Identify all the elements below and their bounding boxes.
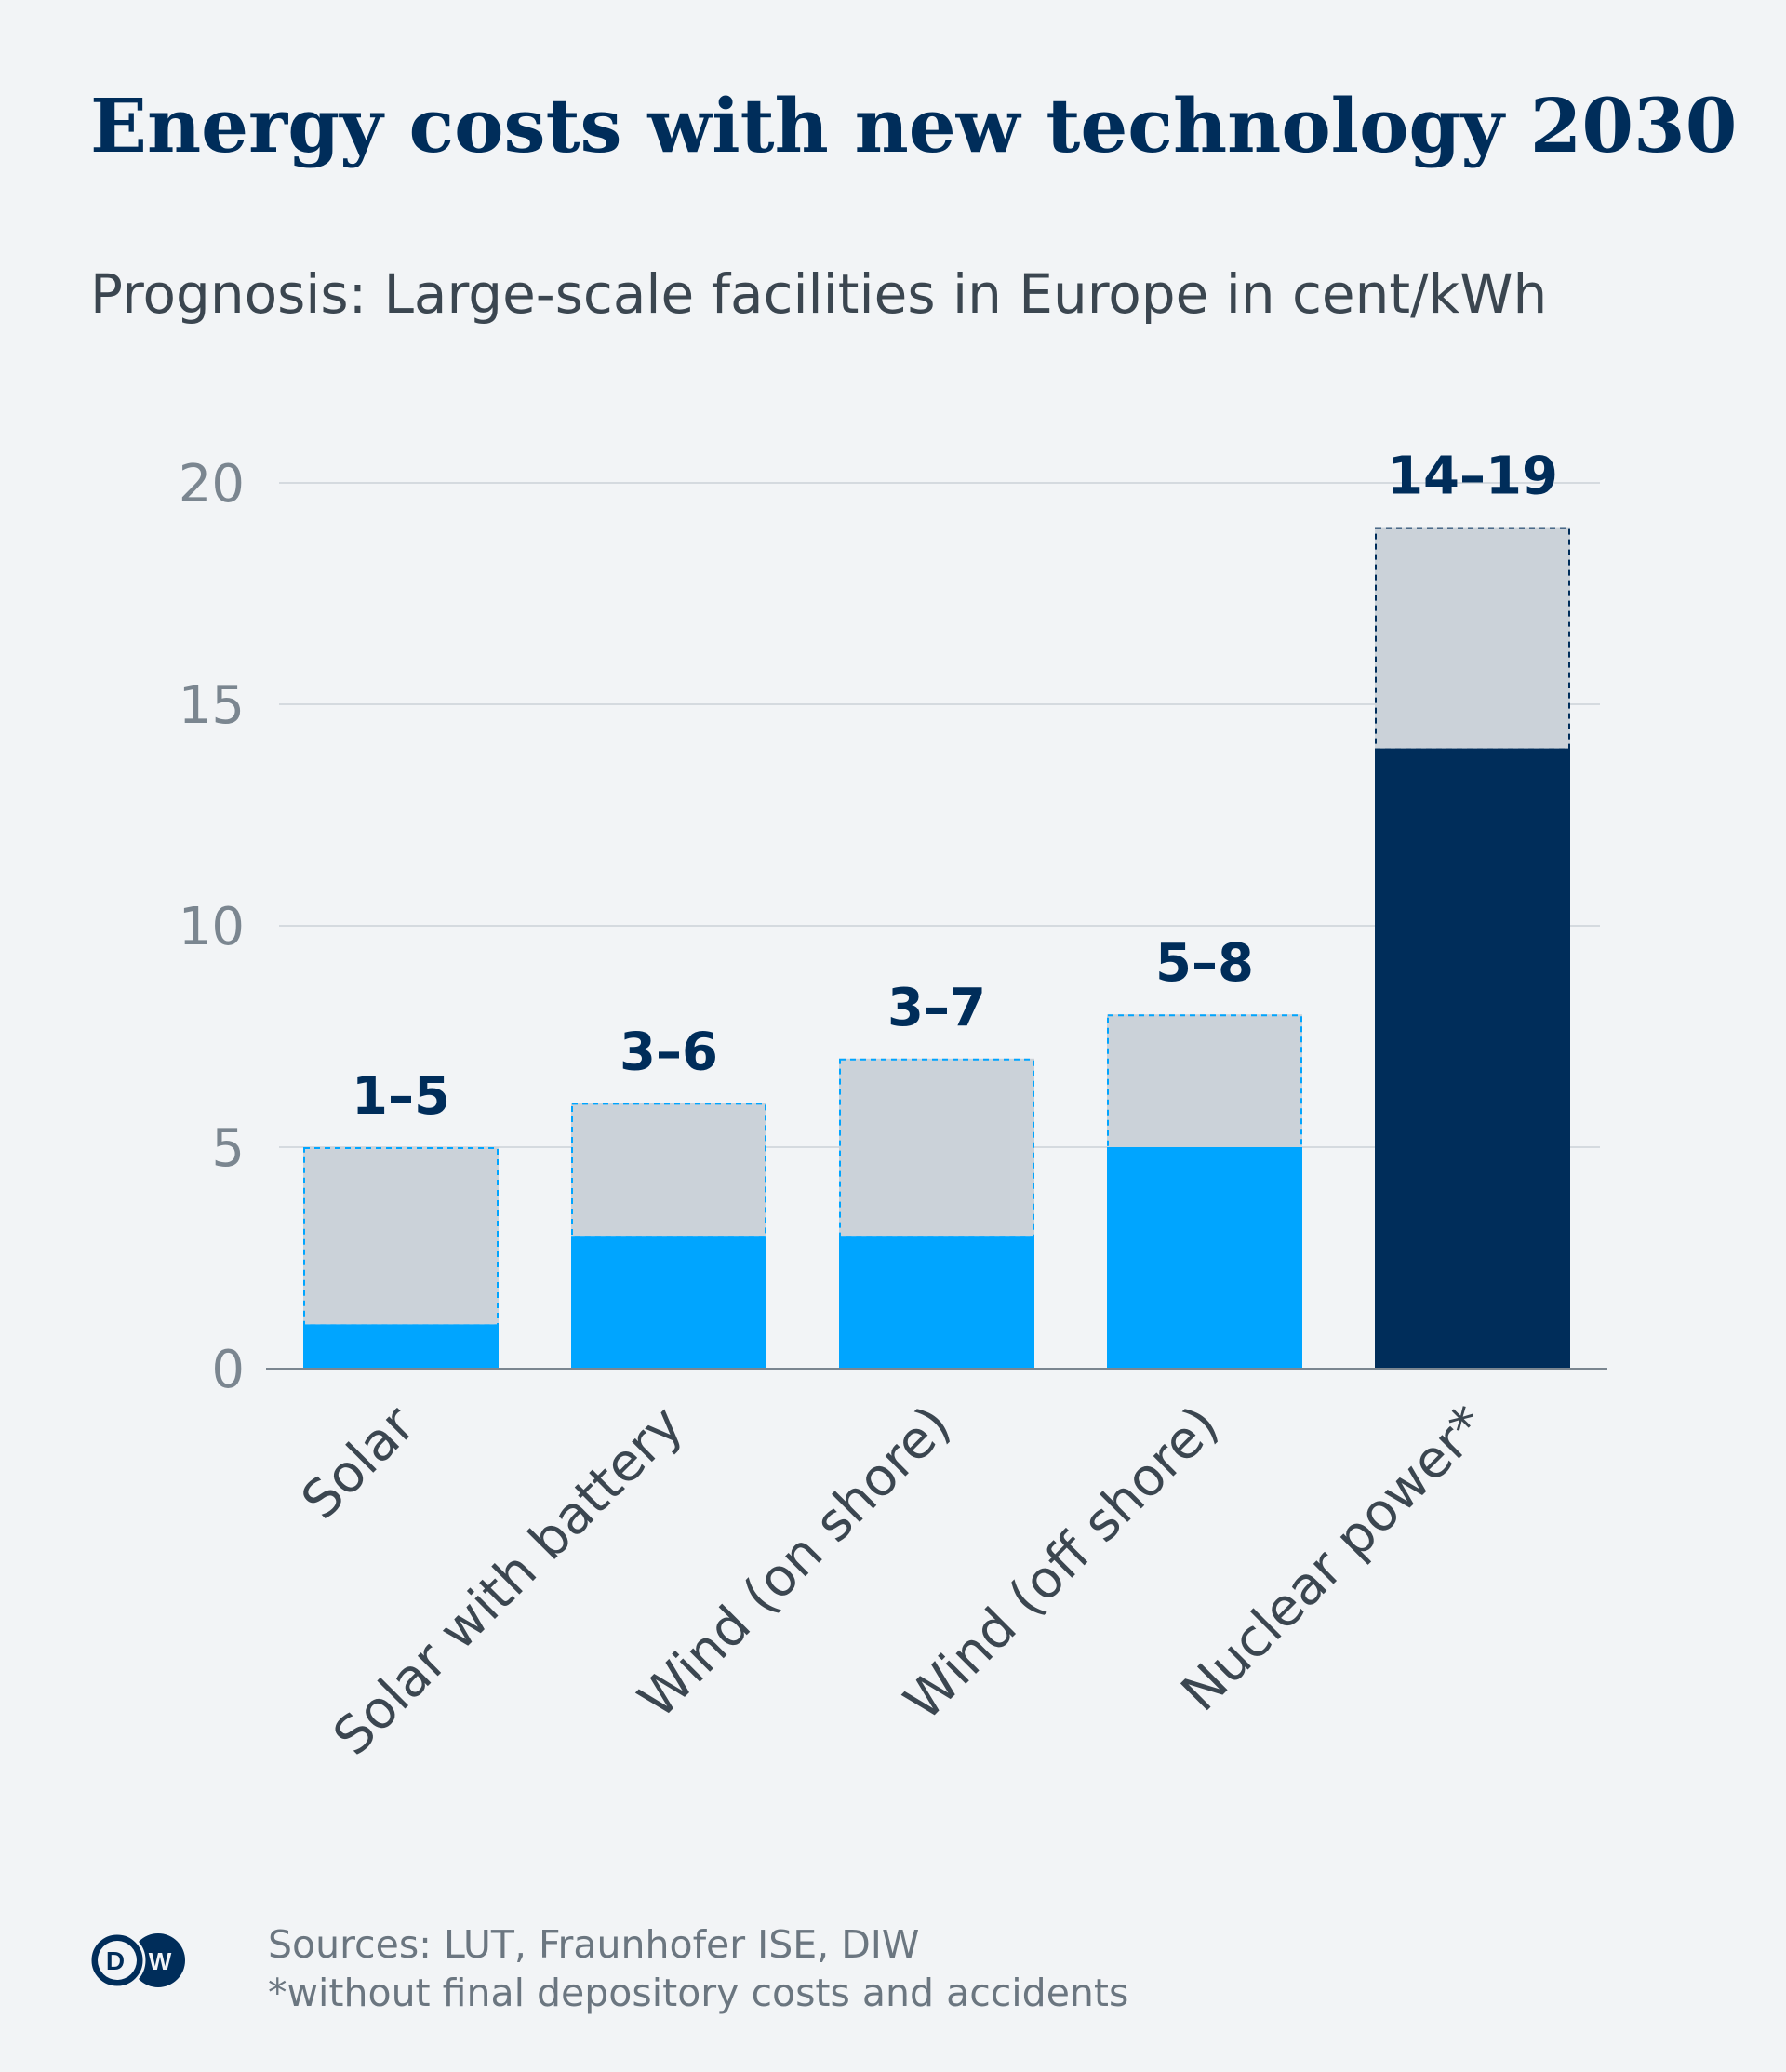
sources-line: Sources: LUT, Fraunhofer ISE, DIW <box>268 1922 920 1967</box>
data-label: 3–7 <box>887 978 986 1038</box>
sources-text: Sources: LUT, Fraunhofer ISE, DIW *witho… <box>268 1920 1128 2017</box>
range-outline <box>839 1058 1034 1238</box>
dw-logo-text-w: W <box>149 1947 172 1975</box>
chart-title: Energy costs with new technology 2030 <box>90 82 1738 169</box>
range-bar <box>1375 527 1570 749</box>
range-bar <box>303 1147 499 1325</box>
range-bar <box>839 1058 1034 1237</box>
x-tick-label: Solar <box>290 1394 428 1531</box>
y-tick-label: 20 <box>179 454 245 515</box>
bar <box>571 1236 766 1369</box>
data-label: 3–6 <box>620 1022 718 1082</box>
bar <box>1107 1147 1302 1369</box>
y-tick-label: 5 <box>211 1118 245 1179</box>
y-tick-label: 10 <box>179 897 245 957</box>
data-label: 5–8 <box>1155 933 1254 994</box>
range-outline <box>303 1147 499 1327</box>
footer: D W Sources: LUT, Fraunhofer ISE, DIW *w… <box>89 1920 1671 2032</box>
bar <box>303 1324 499 1369</box>
dw-logo: D W <box>89 1932 185 1988</box>
footnote-line: *without final depository costs and acci… <box>268 1971 1129 2015</box>
chart-subtitle: Prognosis: Large-scale facilities in Eur… <box>90 262 1548 326</box>
dw-logo-text-d: D <box>106 1946 125 1975</box>
y-tick-label: 0 <box>211 1340 245 1400</box>
y-tick-label: 15 <box>179 675 245 736</box>
data-label: 1–5 <box>352 1066 450 1127</box>
bar <box>1375 748 1570 1369</box>
range-bar <box>571 1103 766 1237</box>
bar <box>839 1236 1034 1369</box>
data-label: 14–19 <box>1387 447 1558 507</box>
range-bar <box>1107 1014 1302 1147</box>
